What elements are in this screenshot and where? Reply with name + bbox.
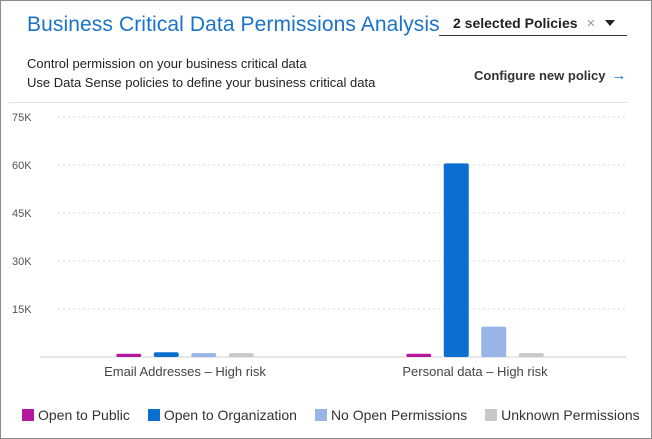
configure-new-policy-label: Configure new policy	[474, 68, 606, 83]
y-tick-label: 15K	[12, 304, 32, 316]
legend-label: Open to Organization	[163, 407, 297, 423]
bar	[191, 353, 217, 357]
y-tick-label: 30K	[12, 256, 32, 268]
bar	[481, 326, 507, 357]
legend-label: No Open Permissions	[330, 407, 468, 423]
bar	[228, 353, 254, 357]
legend-label: Unknown Permissions	[501, 407, 640, 423]
policy-select-label: 2 selected Policies	[453, 15, 578, 31]
bar	[443, 163, 469, 357]
bar	[153, 352, 179, 357]
divider	[9, 102, 627, 103]
y-tick-label: 60K	[12, 160, 32, 172]
arrow-right-icon: →	[611, 67, 627, 84]
page-title: Business Critical Data Permissions Analy…	[27, 13, 440, 36]
configure-new-policy-link[interactable]: Configure new policy →	[474, 67, 626, 84]
legend-item[interactable]: No Open Permissions	[314, 407, 468, 423]
clear-icon[interactable]: ×	[586, 14, 596, 32]
legend-swatch	[314, 409, 327, 421]
bar	[116, 353, 142, 357]
x-category-label: Personal data – High risk	[402, 364, 548, 379]
legend-item[interactable]: Open to Public	[22, 407, 130, 423]
legend-item[interactable]: Open to Organization	[147, 407, 297, 423]
legend-label: Open to Public	[38, 407, 130, 423]
legend-swatch	[147, 409, 160, 421]
legend-swatch	[485, 409, 498, 421]
chart-legend: Open to Public Open to Organization No Ope…	[22, 407, 640, 423]
x-category-label: Email Addresses – High risk	[104, 364, 266, 379]
legend-item[interactable]: Unknown Permissions	[485, 407, 640, 423]
bar	[518, 353, 544, 357]
y-tick-label: 45K	[12, 208, 32, 220]
y-tick-label: 75K	[12, 112, 32, 124]
policy-select-dropdown[interactable]: 2 selected Policies ×	[439, 11, 627, 36]
description-line-2: Use Data Sense policies to define your b…	[27, 75, 376, 90]
chevron-down-icon[interactable]	[605, 20, 616, 26]
legend-swatch	[22, 409, 34, 421]
description-line-1: Control permission on your business crit…	[27, 56, 307, 71]
bar	[406, 353, 432, 357]
